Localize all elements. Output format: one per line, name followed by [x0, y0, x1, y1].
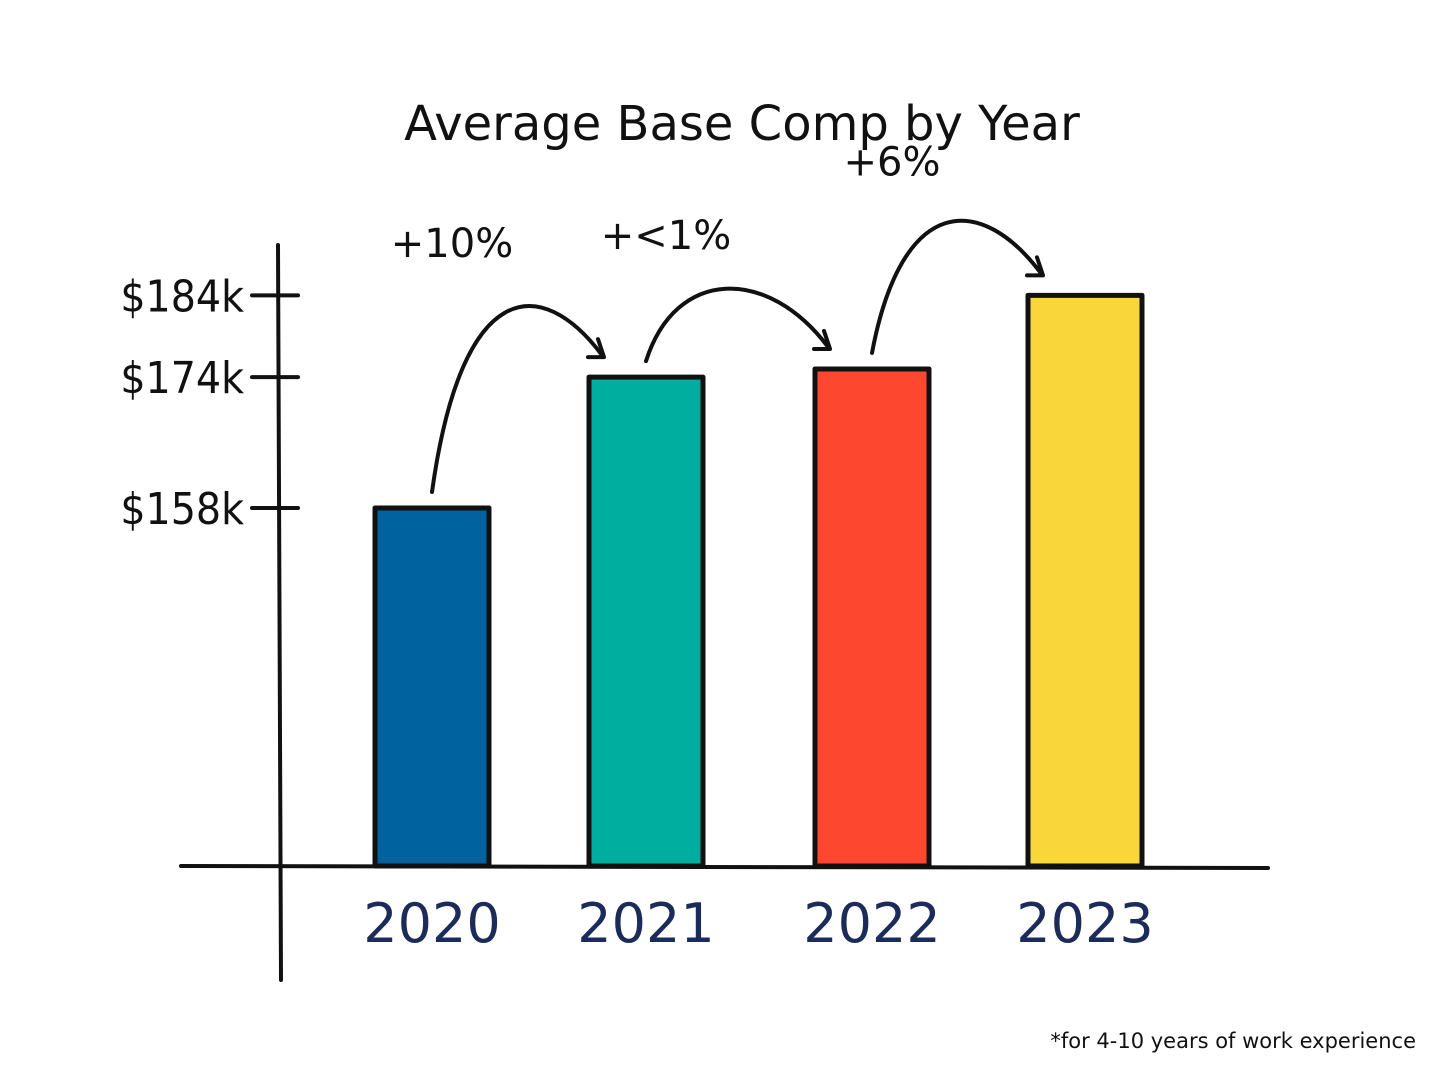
annotation-label: +10% — [391, 221, 513, 267]
footnote: *for 4-10 years of work experience — [1050, 1029, 1416, 1053]
bar-2022 — [812, 366, 932, 869]
annotation-arrow — [430, 304, 604, 494]
annotation-arrowhead — [1025, 255, 1045, 278]
annotation-arrowhead — [812, 328, 832, 351]
annotation-arrow — [870, 218, 1043, 355]
x-tick-label: 2020 — [363, 892, 500, 955]
bar-2021 — [586, 374, 706, 869]
x-tick-label: 2022 — [803, 892, 940, 955]
y-ticks-group: $158k $174k $184k — [120, 271, 300, 535]
annotation-arrowhead — [586, 337, 606, 360]
x-tick-label: 2023 — [1016, 892, 1153, 955]
x-tick-label: 2021 — [577, 892, 714, 955]
y-axis — [276, 243, 283, 982]
x-axis — [179, 864, 1270, 870]
y-tick-label: $158k — [120, 484, 244, 535]
y-tick-label: $174k — [120, 353, 244, 404]
y-tick-label: $184k — [120, 271, 244, 322]
bar-2020 — [372, 505, 492, 869]
x-labels-group: 2020 2021 2022 2023 — [363, 892, 1153, 955]
bar-2023 — [1025, 292, 1145, 869]
annotation-label: +6% — [844, 139, 941, 185]
bars-group — [372, 292, 1145, 869]
chart-title: Average Base Comp by Year — [404, 96, 1080, 152]
annotation-label: +<1% — [601, 213, 732, 259]
annotations-group: +10% +<1% +6% — [391, 139, 1045, 494]
annotation-arrow — [644, 286, 830, 364]
